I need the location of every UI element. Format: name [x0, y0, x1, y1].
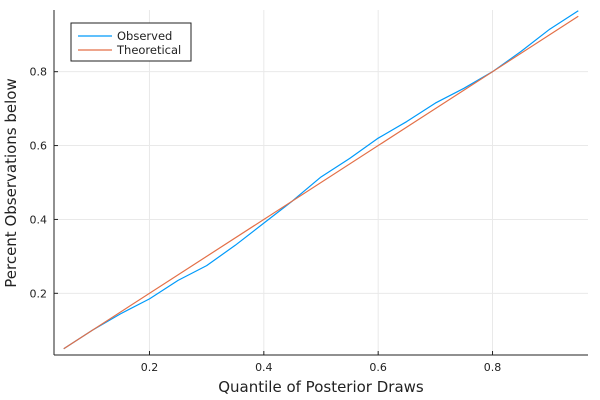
y-tick-label: 0.2	[30, 287, 48, 300]
y-tick-label: 0.4	[30, 213, 48, 226]
x-axis-title: Quantile of Posterior Draws	[218, 378, 424, 396]
grid	[54, 10, 588, 355]
y-tick-label: 0.8	[30, 66, 48, 79]
tick-labels: 0.2 0.4 0.6 0.8 0.2 0.4 0.6 0.8	[30, 66, 502, 374]
x-tick-label: 0.2	[141, 361, 159, 374]
y-axis-title: Percent Observations below	[2, 78, 20, 288]
legend-box	[70, 22, 192, 62]
legend-label: Observed	[117, 29, 172, 43]
axes	[53, 10, 588, 356]
series-lines	[63, 10, 579, 350]
series-line-theoretical	[63, 15, 579, 350]
x-tick-label: 0.4	[255, 361, 273, 374]
x-tick-label: 0.6	[369, 361, 387, 374]
x-tick-label: 0.8	[484, 361, 502, 374]
y-tick-label: 0.6	[30, 140, 48, 153]
legend-label: Theoretical	[116, 43, 181, 57]
